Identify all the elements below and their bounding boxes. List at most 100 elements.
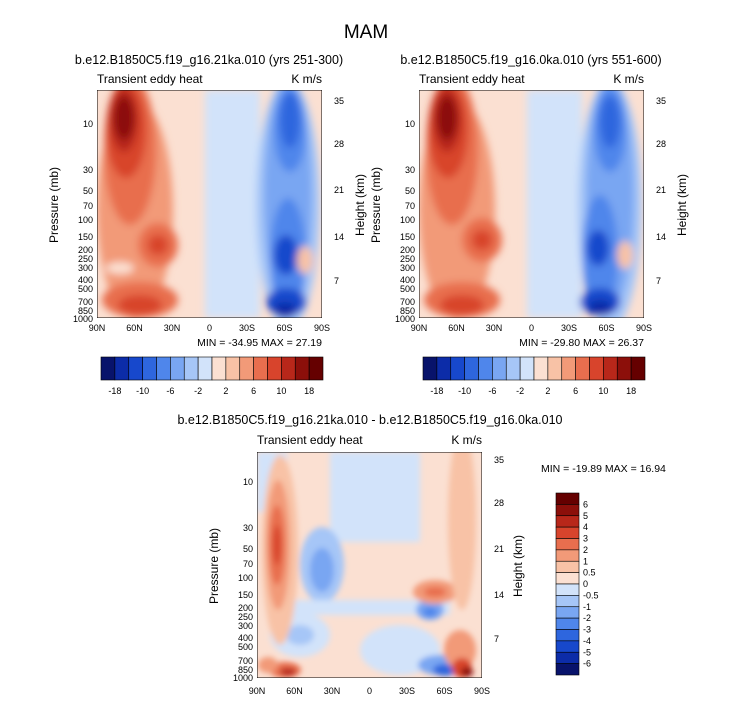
colorbar-label: -2 (516, 386, 524, 396)
height-tick-label: 21 (656, 185, 666, 195)
x-tick-label: 90N (411, 323, 428, 333)
x-tick-label: 60S (276, 323, 292, 333)
panel-a-colorbar: -18 -10 -6 -2 2 6 10 18 (100, 356, 324, 396)
y-tick-label: 700 (238, 656, 253, 666)
x-tick-label: 90S (474, 686, 490, 696)
x-tick-label: 60S (436, 686, 452, 696)
y-tick-label: 700 (78, 297, 93, 307)
panel-a-field (97, 90, 322, 318)
colorbar-label: 4 (583, 522, 588, 532)
colorbar-box (114, 356, 130, 381)
colorbar-label: 2 (583, 545, 588, 555)
x-tick-label: 0 (367, 686, 372, 696)
colorbar-label: 6 (251, 386, 256, 396)
colorbar-label: -0.5 (583, 590, 599, 600)
y-tick-label: 10 (243, 477, 253, 487)
height-tick-label: 7 (334, 276, 339, 286)
panel-c-y-right-ticks: 35 28 21 14 7 (494, 455, 504, 644)
colorbar-box (555, 583, 580, 596)
height-tick-label: 7 (494, 634, 499, 644)
colorbar-box (547, 356, 563, 381)
panel-a-stats: MIN = -34.95 MAX = 27.19 (197, 337, 322, 349)
y-tick-label: 10 (83, 119, 93, 129)
panel-c-ylabel: Pressure (mb) (207, 528, 221, 604)
panel-c: b.e12.B1850C5.f19_g16.21ka.010 - b.e12.B… (177, 413, 666, 696)
colorbar-label: -6 (583, 659, 591, 669)
colorbar-box (505, 356, 521, 381)
colorbar-label: 18 (626, 386, 636, 396)
y-tick-label: 850 (78, 306, 93, 316)
y-tick-label: 700 (400, 297, 415, 307)
y-tick-label: 400 (238, 633, 253, 643)
panel-b-colorbar: -18 -10 -6 -2 2 6 10 18 (422, 356, 646, 396)
colorbar-box (492, 356, 507, 381)
panel-b-y-ticks: 10 30 50 70 100 150 200 250 300 400 500 … (395, 119, 415, 324)
colorbar-label: -6 (166, 386, 174, 396)
colorbar-box (267, 356, 282, 381)
colorbar-box (555, 651, 580, 664)
colorbar-label: 2 (223, 386, 228, 396)
colorbar-box (616, 356, 632, 381)
panel-c-ylabel-right: Height (km) (511, 535, 525, 597)
colorbar-box (308, 356, 324, 381)
panel-b-ylabel: Pressure (mb) (369, 167, 383, 243)
y-tick-label: 30 (243, 523, 253, 533)
x-tick-label: 30N (486, 323, 503, 333)
height-tick-label: 35 (656, 96, 666, 106)
y-tick-label: 250 (78, 254, 93, 264)
panel-b-units: K m/s (613, 72, 644, 86)
y-tick-label: 50 (83, 186, 93, 196)
colorbar-box (225, 356, 241, 381)
colorbar-label: 18 (304, 386, 314, 396)
x-tick-label: 30S (239, 323, 255, 333)
y-tick-label: 200 (238, 603, 253, 613)
panel-c-units: K m/s (451, 433, 482, 447)
y-tick-label: 150 (400, 232, 415, 242)
colorbar-box (211, 356, 227, 381)
panel-a: b.e12.B1850C5.f19_g16.21ka.010 (yrs 251-… (47, 53, 367, 396)
x-tick-label: 60S (598, 323, 614, 333)
colorbar-box (555, 492, 580, 505)
colorbar-label: -2 (194, 386, 202, 396)
colorbar-label: -10 (136, 386, 149, 396)
colorbar-label: -1 (583, 602, 591, 612)
panel-b: b.e12.B1850C5.f19_g16.0ka.010 (yrs 551-6… (369, 53, 689, 396)
colorbar-label: 2 (545, 386, 550, 396)
y-tick-label: 150 (238, 590, 253, 600)
colorbar-label: 3 (583, 534, 588, 544)
colorbar-label: -6 (488, 386, 496, 396)
colorbar-box (450, 356, 465, 381)
panel-c-stats: MIN = -19.89 MAX = 16.94 (541, 463, 666, 475)
x-tick-label: 0 (207, 323, 212, 333)
panel-a-title: b.e12.B1850C5.f19_g16.21ka.010 (yrs 251-… (75, 53, 343, 67)
y-tick-label: 1000 (233, 673, 253, 683)
colorbar-box (555, 629, 580, 642)
panel-a-ylabel-right: Height (km) (353, 174, 367, 236)
y-tick-label: 70 (243, 559, 253, 569)
colorbar-label: -2 (583, 613, 591, 623)
panel-b-x-ticks: 90N 60N 30N 0 30S 60S 90S (411, 323, 652, 333)
panel-c-subtitle: Transient eddy heat (257, 433, 363, 447)
y-tick-label: 1000 (395, 314, 415, 324)
height-tick-label: 28 (494, 498, 504, 508)
panel-b-title: b.e12.B1850C5.f19_g16.0ka.010 (yrs 551-6… (400, 53, 661, 67)
colorbar-label: -18 (108, 386, 121, 396)
colorbar-box (183, 356, 199, 381)
height-tick-label: 14 (494, 590, 504, 600)
height-tick-label: 35 (494, 455, 504, 465)
colorbar-box (630, 356, 646, 381)
colorbar-label: -3 (583, 625, 591, 635)
colorbar-box (239, 356, 254, 381)
colorbar-box (555, 572, 580, 585)
y-tick-label: 50 (243, 544, 253, 554)
panel-c-colorbar: 6 54 321 0.50-0.5 -1-2 -3-4-5 -6 (555, 492, 599, 676)
colorbar-box (170, 356, 185, 381)
x-tick-label: 60N (126, 323, 143, 333)
colorbar-box (555, 526, 580, 539)
colorbar-box (253, 356, 268, 381)
colorbar-box (464, 356, 479, 381)
height-tick-label: 28 (656, 139, 666, 149)
panel-a-y-right-ticks: 35 28 21 14 7 (334, 96, 344, 286)
panel-b-ylabel-right: Height (km) (675, 174, 689, 236)
colorbar-box (575, 356, 590, 381)
